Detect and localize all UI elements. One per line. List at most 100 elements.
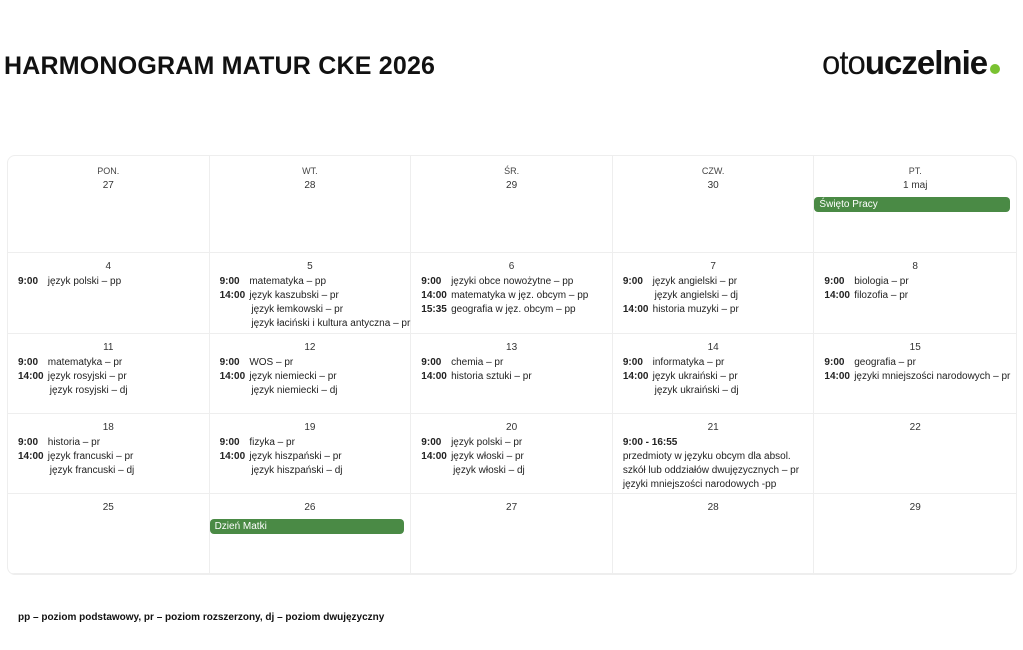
- day-number: 5: [307, 261, 313, 272]
- day-number: 26: [304, 502, 316, 513]
- exam-time: 14:00: [421, 290, 447, 301]
- exam-time: 14:00: [421, 371, 447, 382]
- exam-subject: język hiszpański – pr: [246, 451, 342, 462]
- day-number: 18: [102, 422, 114, 433]
- day-number: 6: [508, 261, 515, 272]
- exam-entry: 9:00 matematyka – pp: [210, 275, 411, 289]
- exam-entry: język łaciński i kultura antyczna – pr: [210, 317, 411, 331]
- calendar-grid: PON. 27 WT. 28 ŚR. 29 CZW. 30 PT. 1 maj Święto Pra…: [7, 155, 1017, 575]
- calendar-day-cell: ŚR. 29: [411, 156, 613, 253]
- calendar-day-cell: 26 Dzień Matki: [209, 494, 412, 574]
- exam-entry: 9:00 geografia – pr: [814, 356, 1016, 370]
- exam-time: 9:00: [18, 276, 39, 287]
- exam-subject: język włoski – pr: [448, 451, 524, 462]
- exam-entry: język francuski – dj: [8, 464, 209, 478]
- exam-time: 9:00: [219, 357, 240, 368]
- weekday-label: CZW.: [701, 166, 725, 176]
- exam-entry: 9:00 język angielski – pr: [613, 275, 814, 289]
- exam-subject: języki mniejszości narodowych – pr: [851, 371, 1011, 382]
- day-number: 27: [102, 180, 114, 191]
- exam-subject: język ukraiński – dj: [651, 385, 739, 396]
- calendar-day-cell: 12 9:00 WOS – pr 14:00 język niemiecki – p…: [209, 334, 412, 414]
- exam-entry: 9:00 WOS – pr: [210, 356, 411, 370]
- calendar-day-cell: 7 9:00 język angielski – pr język angiels…: [612, 253, 815, 334]
- exam-entry: 14:00 język kaszubski – pr: [210, 289, 411, 303]
- weekday-label: PT.: [908, 166, 922, 176]
- exam-subject: język niemiecki – dj: [248, 385, 338, 396]
- exam-entry: 14:00 język hiszpański – pr: [210, 450, 411, 464]
- exam-entry: 14:00 filozofia – pr: [814, 289, 1016, 303]
- exam-time: 14:00: [421, 451, 447, 462]
- exam-entry: 14:00 język francuski – pr: [8, 450, 209, 464]
- exam-subject: WOS – pr: [246, 357, 294, 368]
- calendar-day-cell: 20 9:00 język polski – pr 14:00 język włos…: [411, 414, 613, 494]
- exam-time: 9:00: [421, 357, 442, 368]
- exam-entry: język włoski – dj: [411, 464, 612, 478]
- exam-time: 9:00: [421, 437, 442, 448]
- day-number: 14: [707, 342, 719, 353]
- exam-entry: 9:00 język polski – pp: [8, 275, 209, 289]
- exam-entry: 9:00 fizyka – pr: [210, 436, 411, 450]
- calendar-day-cell: 29: [814, 494, 1016, 574]
- exam-entry: 9:00 matematyka – pr: [8, 356, 209, 370]
- exam-subject: matematyka – pp: [246, 276, 327, 287]
- exam-time: 9:00: [622, 276, 643, 287]
- exam-subject: język włoski – dj: [450, 465, 525, 476]
- calendar-day-cell: 13 9:00 chemia – pr 14:00 historia sztuki …: [411, 334, 613, 414]
- calendar-day-cell: 11 9:00 matematyka – pr 14:00 język rosyjs…: [8, 334, 210, 414]
- exam-time: 9:00 - 16:55: [622, 437, 678, 448]
- day-number: 29: [909, 502, 921, 513]
- exam-time: 14:00: [219, 290, 246, 301]
- exam-time: 9:00: [219, 276, 240, 287]
- legend-footnote: pp – poziom podstawowy, pr – poziom rozs…: [18, 612, 385, 623]
- exam-time: 14:00: [219, 371, 246, 382]
- page-title: HARMONOGRAM MATUR CKE 2026: [4, 52, 436, 80]
- exam-subject: przedmioty w języku obcym dla absol.: [622, 451, 791, 462]
- exam-subject: geografia w jęz. obcym – pp: [448, 304, 576, 315]
- exam-entry: 9:00 języki obce nowożytne – pp: [411, 275, 612, 289]
- exam-subject: język francuski – pr: [45, 451, 134, 462]
- exam-subject: języki obce nowożytne – pp: [448, 276, 574, 287]
- exam-entry: 14:00 historia muzyki – pr: [613, 303, 814, 317]
- calendar-event[interactable]: Dzień Matki: [209, 519, 405, 534]
- exam-subject: chemia – pr: [448, 357, 504, 368]
- exam-time: 9:00: [18, 437, 39, 448]
- exam-entry: 9:00 chemia – pr: [411, 356, 612, 370]
- exam-subject: język angielski – dj: [651, 290, 739, 301]
- exam-entry: 14:00 historia sztuki – pr: [411, 370, 612, 384]
- day-number: 7: [710, 261, 716, 272]
- exam-subject: język ukraiński – pr: [649, 371, 738, 382]
- calendar-day-cell: 5 9:00 matematyka – pp 14:00 język kaszubs…: [209, 253, 412, 334]
- exam-subject: język łaciński i kultura antyczna – pr: [248, 318, 411, 329]
- calendar-day-cell: CZW. 30: [612, 156, 815, 253]
- calendar-day-cell: WT. 28: [209, 156, 412, 253]
- calendar-day-cell: PON. 27: [8, 156, 210, 253]
- exam-subject: geografia – pr: [851, 357, 916, 368]
- exam-subject: język kaszubski – pr: [246, 290, 339, 301]
- exam-entry: język łemkowski – pr: [210, 303, 411, 317]
- exam-entry: 15:35 geografia w jęz. obcym – pp: [411, 303, 612, 317]
- calendar-day-cell: 6 9:00 języki obce nowożytne – pp 14:00 ma…: [411, 253, 613, 334]
- calendar-day-cell: 25: [8, 494, 210, 574]
- calendar-day-cell: 27: [411, 494, 613, 574]
- exam-subject: język rosyjski – dj: [47, 385, 128, 396]
- logo-text-oto: oto: [822, 44, 866, 81]
- exam-entry: 9:00 biologia – pr: [814, 275, 1016, 289]
- exam-entry: 9:00 język polski – pr: [411, 436, 612, 450]
- logo-dot-icon: [990, 64, 1001, 74]
- exam-subject: język francuski – dj: [47, 465, 135, 476]
- exam-time: 14:00: [18, 371, 44, 382]
- exam-entry: 14:00 język ukraiński – pr: [613, 370, 814, 384]
- calendar-day-cell: 28: [612, 494, 815, 574]
- exam-subject: matematyka – pr: [45, 357, 123, 368]
- day-number: 13: [506, 342, 518, 353]
- calendar-event[interactable]: Święto Pracy: [814, 197, 1010, 212]
- day-number: 22: [909, 422, 921, 433]
- day-number: 19: [304, 422, 316, 433]
- exam-entry: język angielski – dj: [613, 289, 814, 303]
- calendar-day-cell: 15 9:00 geografia – pr 14:00 języki mniejs…: [814, 334, 1016, 414]
- exam-subject: język angielski – pr: [649, 276, 738, 287]
- day-number: 11: [103, 342, 114, 353]
- exam-time: 14:00: [18, 451, 44, 462]
- logo: otouczelnie: [822, 44, 1001, 82]
